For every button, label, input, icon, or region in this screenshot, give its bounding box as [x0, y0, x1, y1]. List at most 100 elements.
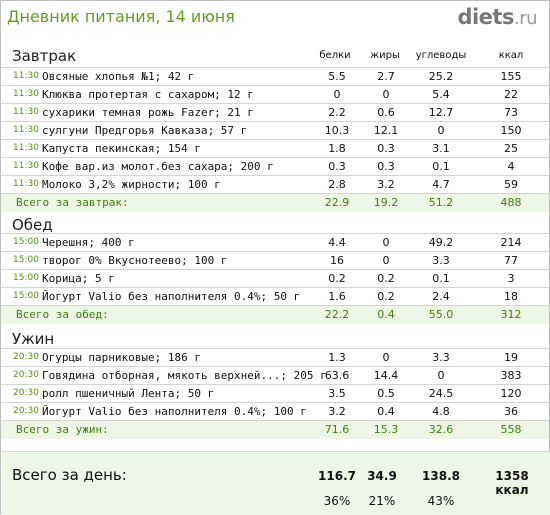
value-fat: 0 — [382, 254, 390, 267]
value-carbs: 0.1 — [432, 272, 450, 285]
food-name[interactable]: сулгуни Предгорья Кавказа; 57 г — [42, 124, 248, 137]
column-protein: белки — [319, 50, 351, 61]
entry-time: 15:00 — [13, 255, 39, 265]
food-row[interactable]: 15:00 Корица; 5 г 0.2 0.2 0.1 3 — [1, 269, 549, 288]
entry-time: 20:30 — [13, 388, 39, 398]
value-kcal: 4 — [507, 160, 515, 173]
total-kcal: 488 — [500, 196, 522, 209]
entry-time: 15:00 — [13, 273, 39, 283]
food-row[interactable]: 20:30 Йогурт Valio без наполнителя 0.4%; … — [1, 402, 549, 421]
logo-tld: .ru — [513, 8, 538, 29]
value-protein: 3.2 — [328, 405, 346, 418]
food-row[interactable]: 11:30 Овсяные хлопья №1; 42 г 5.5 2.7 25.2 15… — [1, 67, 549, 86]
value-kcal: 383 — [500, 369, 522, 382]
entry-time: 20:30 — [13, 406, 39, 416]
value-kcal: 59 — [504, 178, 518, 191]
food-name[interactable]: Молоко 3,2% жирности; 100 г — [42, 178, 221, 191]
value-fat: 0.5 — [377, 387, 395, 400]
food-name[interactable]: Корица; 5 г — [42, 272, 115, 285]
value-kcal: 25 — [504, 142, 518, 155]
value-protein: 0.3 — [328, 160, 346, 173]
value-carbs: 5.4 — [432, 88, 450, 101]
value-kcal: 18 — [504, 290, 518, 303]
food-name[interactable]: Йогурт Valio без наполнителя 0.4%; 50 г — [42, 290, 301, 303]
section-total-row: Всего за завтрак: 22.9 19.2 51.2 488 — [1, 193, 549, 212]
value-protein: 0 — [333, 88, 341, 101]
column-carbs: углеводы — [415, 50, 467, 61]
value-fat: 0.4 — [377, 405, 395, 418]
total-protein: 22.9 — [324, 196, 350, 209]
total-fat: 0.4 — [377, 308, 395, 321]
food-name[interactable]: творог 0% Вкуснотеево; 100 г — [42, 254, 228, 267]
value-carbs: 24.5 — [428, 387, 454, 400]
total-carbs: 32.6 — [428, 423, 454, 436]
value-protein: 16 — [330, 254, 344, 267]
section-total-label: Всего за обед: — [16, 308, 109, 321]
total-kcal: 312 — [500, 308, 522, 321]
entry-time: 20:30 — [13, 352, 39, 362]
food-row[interactable]: 11:30 Клюква протертая с сахаром; 12 г 0 0 5… — [1, 85, 549, 104]
food-name[interactable]: Огурцы парниковые; 186 г — [42, 351, 201, 364]
value-protein: 4.4 — [328, 236, 346, 249]
day-total-label: Всего за день: — [12, 466, 127, 484]
value-kcal: 155 — [500, 70, 522, 83]
section-total-row: Всего за обед: 22.2 0.4 55.0 312 — [1, 305, 549, 324]
total-fat: 15.3 — [373, 423, 399, 436]
value-kcal: 120 — [500, 387, 522, 400]
section-total-label: Всего за ужин: — [16, 423, 109, 436]
value-carbs: 2.4 — [432, 290, 450, 303]
day-carbs: 138.8 — [422, 469, 460, 483]
column-kcal: ккал — [498, 50, 524, 61]
food-row[interactable]: 15:00 творог 0% Вкуснотеево; 100 г 16 0 3.3 7… — [1, 251, 549, 270]
food-name[interactable]: Говядина отборная, мякоть верхней...; 20… — [42, 369, 327, 382]
food-name[interactable]: Кофе вар.из молот.без сахара; 200 г — [42, 160, 274, 173]
entry-time: 11:30 — [13, 143, 39, 153]
food-row[interactable]: 11:30 Капуста пекинская; 154 г 1.8 0.3 3.1 25 — [1, 139, 549, 158]
value-protein: 3.5 — [328, 387, 346, 400]
section-title: Завтрак — [12, 47, 77, 65]
food-name[interactable]: Йогурт Valio без наполнителя 0.4%; 100 г — [42, 405, 307, 418]
value-fat: 12.1 — [373, 124, 399, 137]
value-protein: 63.6 — [324, 369, 350, 382]
food-row[interactable]: 15:00 Черешня; 400 г 4.4 0 49.2 214 — [1, 233, 549, 252]
value-carbs: 0.1 — [432, 160, 450, 173]
food-row[interactable]: 11:30 сулгуни Предгорья Кавказа; 57 г 10.3… — [1, 121, 549, 140]
value-carbs: 12.7 — [428, 106, 454, 119]
food-name[interactable]: Черешня; 400 г — [42, 236, 135, 249]
total-kcal: 558 — [500, 423, 522, 436]
value-protein: 1.8 — [328, 142, 346, 155]
total-protein: 71.6 — [324, 423, 350, 436]
entry-time: 11:30 — [13, 89, 39, 99]
value-fat: 0.2 — [377, 272, 395, 285]
food-row[interactable]: 20:30 Огурцы парниковые; 186 г 1.3 0 3.3 19 — [1, 348, 549, 367]
value-kcal: 19 — [504, 351, 518, 364]
value-protein: 1.6 — [328, 290, 346, 303]
food-row[interactable]: 20:30 Говядина отборная, мякоть верхней..… — [1, 366, 549, 385]
total-carbs: 55.0 — [428, 308, 454, 321]
food-name[interactable]: сухарики темная рожь Fazer; 21 г — [42, 106, 254, 119]
food-row[interactable]: 20:30 ролл пшеничный Лента; 50 г 3.5 0.5 24.… — [1, 384, 549, 403]
entry-time: 11:30 — [13, 71, 39, 81]
food-row[interactable]: 11:30 сухарики темная рожь Fazer; 21 г 2.2… — [1, 103, 549, 122]
value-carbs: 49.2 — [428, 236, 454, 249]
food-name[interactable]: Овсяные хлопья №1; 42 г — [42, 70, 195, 83]
value-fat: 14.4 — [373, 369, 399, 382]
value-carbs: 3.3 — [432, 351, 450, 364]
value-carbs: 0 — [437, 369, 445, 382]
food-row[interactable]: 11:30 Молоко 3,2% жирности; 100 г 2.8 3.2 4.… — [1, 175, 549, 194]
food-name[interactable]: ролл пшеничный Лента; 50 г — [42, 387, 215, 400]
food-name[interactable]: Капуста пекинская; 154 г — [42, 142, 201, 155]
food-row[interactable]: 15:00 Йогурт Valio без наполнителя 0.4%; … — [1, 287, 549, 306]
value-kcal: 150 — [500, 124, 522, 137]
value-carbs: 0 — [437, 124, 445, 137]
site-logo[interactable]: diets.ru — [457, 5, 537, 29]
food-name[interactable]: Клюква протертая с сахаром; 12 г — [42, 88, 254, 101]
entry-time: 11:30 — [13, 125, 39, 135]
day-protein-pct: 36% — [323, 494, 351, 508]
value-fat: 3.2 — [377, 178, 395, 191]
value-fat: 0.3 — [377, 142, 395, 155]
value-fat: 0 — [382, 351, 390, 364]
value-kcal: 77 — [504, 254, 518, 267]
food-row[interactable]: 11:30 Кофе вар.из молот.без сахара; 200 г… — [1, 157, 549, 176]
